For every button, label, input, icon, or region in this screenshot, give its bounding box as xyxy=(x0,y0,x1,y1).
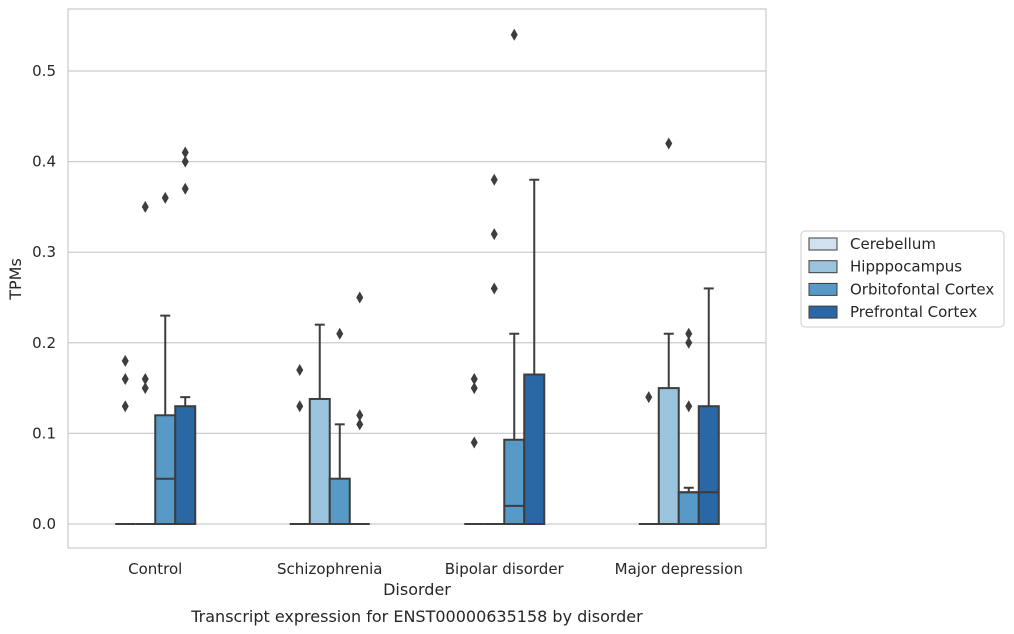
outlier-point xyxy=(181,155,189,168)
box xyxy=(174,405,197,525)
legend: Cerebellum Hipppocampus Orbitofontal Corte… xyxy=(800,230,1005,328)
outlier-point xyxy=(685,327,693,340)
outlier-point xyxy=(296,363,304,376)
y-tick-label: 0.0 xyxy=(32,515,56,533)
box xyxy=(697,405,720,525)
box-plot xyxy=(697,287,720,525)
outlier-point xyxy=(356,409,364,422)
box xyxy=(523,373,546,526)
box-plot xyxy=(677,327,700,526)
box-group xyxy=(464,28,546,526)
legend-label: Prefrontal Cortex xyxy=(850,303,977,321)
y-tick-label: 0.1 xyxy=(32,424,56,442)
x-tick-labels: Control Schizophrenia Bipolar disorder Majo… xyxy=(128,560,743,578)
box xyxy=(154,414,177,525)
box-plot xyxy=(154,191,177,525)
outlier-point xyxy=(141,373,149,386)
outlier-point xyxy=(490,173,498,186)
box xyxy=(308,397,331,525)
box xyxy=(328,477,351,526)
outlier-point xyxy=(685,400,693,413)
outlier-point xyxy=(490,228,498,241)
outlier-point xyxy=(356,418,364,431)
legend-swatch xyxy=(808,305,838,319)
outlier-point xyxy=(141,382,149,395)
box-group xyxy=(638,137,720,526)
x-tick-label: Major depression xyxy=(615,560,743,578)
outlier-point xyxy=(181,146,189,159)
outlier-point xyxy=(161,191,169,204)
box-group xyxy=(289,291,370,526)
y-tick-labels: 0.0 0.1 0.2 0.3 0.4 0.5 xyxy=(32,62,56,533)
legend-label: Cerebellum xyxy=(850,235,936,253)
outlier-point xyxy=(336,327,344,340)
box-plot xyxy=(308,323,331,525)
legend-swatch xyxy=(808,282,838,296)
box-plot xyxy=(115,354,136,525)
box-plot xyxy=(135,200,156,525)
outlier-point xyxy=(490,282,498,295)
outlier-point xyxy=(181,182,189,195)
outlier-point xyxy=(356,291,364,304)
y-tick-label: 0.5 xyxy=(32,62,56,80)
box-plot xyxy=(349,291,370,525)
box xyxy=(677,491,700,526)
outlier-point xyxy=(121,400,129,413)
x-tick-label: Bipolar disorder xyxy=(445,560,565,578)
outlier-point xyxy=(121,373,129,386)
figure-caption: Transcript expression for ENST0000063515… xyxy=(190,607,643,626)
y-tick-label: 0.2 xyxy=(32,334,56,352)
outlier-point xyxy=(141,200,149,213)
outlier-point xyxy=(296,400,304,413)
x-axis-title: Disorder xyxy=(383,580,451,599)
x-tick-label: Control xyxy=(128,560,182,578)
box-plot xyxy=(464,373,485,525)
box-group xyxy=(115,146,197,525)
legend-label: Hipppocampus xyxy=(850,258,962,276)
box-plot xyxy=(328,327,351,526)
outlier-point xyxy=(470,436,478,449)
box xyxy=(503,438,526,526)
box-plot xyxy=(638,391,659,525)
legend-label: Orbitofontal Cortex xyxy=(850,280,994,298)
outlier-point xyxy=(470,373,478,386)
outlier-point xyxy=(510,28,518,41)
outlier-point xyxy=(470,382,478,395)
y-tick-label: 0.4 xyxy=(32,153,56,171)
outlier-point xyxy=(685,336,693,349)
legend-swatch xyxy=(808,260,838,274)
box-plot xyxy=(503,28,526,526)
legend-frame xyxy=(800,230,1005,328)
legend-swatch xyxy=(808,237,838,251)
x-tick-label: Schizophrenia xyxy=(277,560,382,578)
box-plot xyxy=(174,146,197,525)
outlier-point xyxy=(645,391,653,404)
box-plot xyxy=(523,178,546,526)
outlier-point xyxy=(121,354,129,367)
y-tick-label: 0.3 xyxy=(32,243,56,261)
y-axis-title: TPMs xyxy=(6,258,25,301)
outlier-point xyxy=(665,137,673,150)
box xyxy=(657,387,680,525)
box-plot xyxy=(484,173,505,525)
box-plot xyxy=(289,363,310,525)
box-groups xyxy=(115,28,720,526)
box-plot xyxy=(657,137,680,525)
plot-area-frame xyxy=(67,8,767,549)
